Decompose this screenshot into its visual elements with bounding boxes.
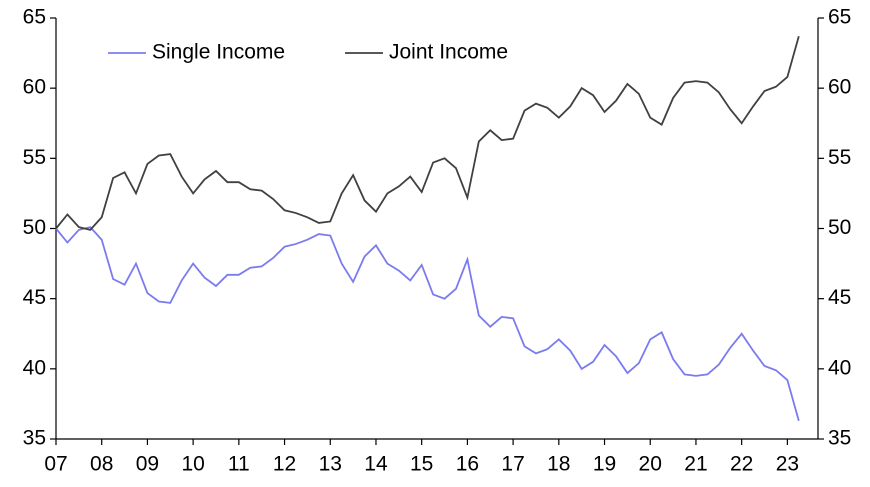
x-tick-label: 08 [90,453,113,476]
y-tick-label: 40 [23,356,46,379]
x-tick-label: 18 [547,453,570,476]
x-tick-label: 13 [319,453,342,476]
x-tick-label: 23 [776,453,799,476]
x-tick-label: 10 [181,453,204,476]
x-tick-label: 11 [228,453,250,476]
y-tick-label: 45 [23,286,46,309]
y2-tick-label: 60 [828,76,851,99]
x-tick-label: 17 [501,453,524,476]
y2-tick-label: 35 [828,427,851,450]
y2-tick-label: 45 [828,286,851,309]
x-tick-label: 15 [410,453,433,476]
x-tick-label: 20 [639,453,662,476]
x-tick-label: 22 [730,453,753,476]
series-line [55,226,800,422]
y2-tick-label: 55 [828,146,851,169]
legend-label: Joint Income [389,41,508,64]
series-line [55,36,800,231]
y2-tick-label: 50 [828,216,851,239]
y-tick-label: 60 [23,76,46,99]
x-tick-label: 07 [44,453,67,476]
y2-tick-label: 40 [828,356,851,379]
x-tick-label: 19 [593,453,616,476]
x-tick-label: 21 [684,453,707,476]
legend-label: Single Income [152,41,285,64]
x-tick-label: 12 [273,453,296,476]
x-tick-label: 09 [136,453,159,476]
y2-tick-label: 65 [828,6,851,29]
y-tick-label: 65 [23,6,46,29]
x-tick-label: 14 [364,453,388,476]
y-tick-label: 35 [23,427,46,450]
y-tick-label: 50 [23,216,46,239]
y-tick-label: 55 [23,146,46,169]
x-tick-label: 16 [456,453,479,476]
